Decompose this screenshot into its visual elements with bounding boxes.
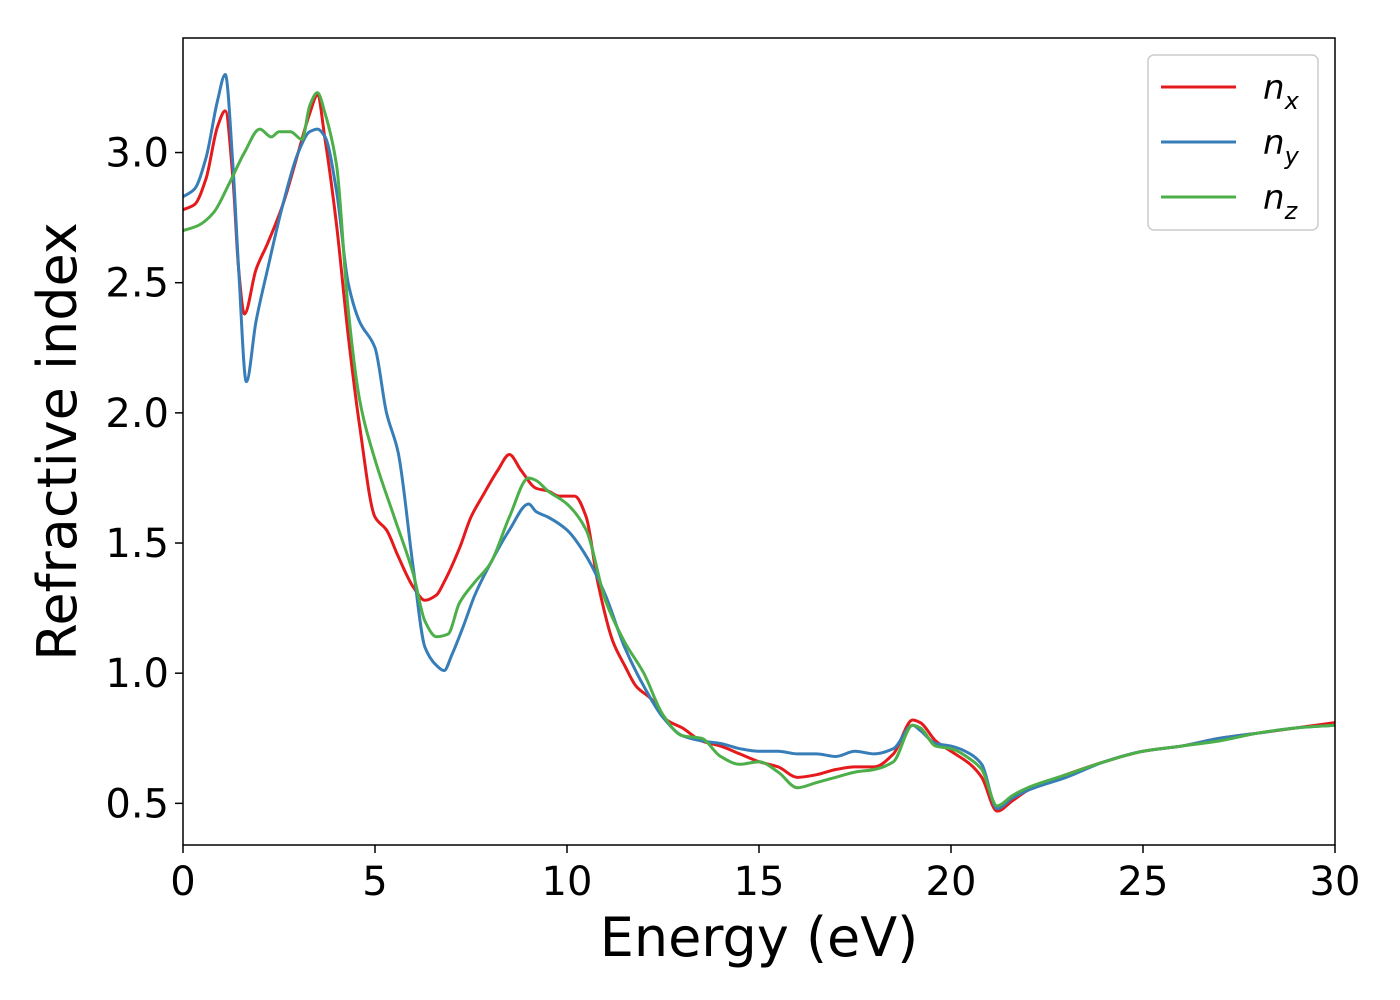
plot-area bbox=[183, 72, 1335, 813]
x-tick-label: 0 bbox=[170, 859, 195, 905]
x-tick-label: 10 bbox=[542, 859, 593, 905]
x-axis-label: Energy (eV) bbox=[600, 906, 919, 969]
x-axis-ticks: 0 5 10 15 20 25 30 bbox=[170, 845, 1360, 905]
y-tick-label: 0.5 bbox=[105, 781, 169, 827]
y-axis-label: Refractive index bbox=[26, 222, 89, 661]
x-tick-label: 15 bbox=[734, 859, 785, 905]
y-tick-label: 2.0 bbox=[105, 391, 169, 437]
y-tick-label: 1.0 bbox=[105, 651, 169, 697]
y-tick-label: 3.0 bbox=[105, 131, 169, 177]
x-tick-label: 25 bbox=[1118, 859, 1169, 905]
series-line-n-y bbox=[183, 72, 1335, 811]
legend-label-n-y: ny bbox=[1263, 123, 1300, 170]
x-tick-label: 5 bbox=[362, 859, 387, 905]
legend-label-n-x: nx bbox=[1263, 68, 1300, 115]
series-line-n-z bbox=[183, 91, 1335, 808]
y-tick-label: 2.5 bbox=[105, 261, 169, 307]
y-axis-ticks: 0.5 1.0 1.5 2.0 2.5 3.0 bbox=[105, 131, 183, 827]
x-tick-label: 20 bbox=[926, 859, 977, 905]
x-tick-label: 30 bbox=[1310, 859, 1361, 905]
y-tick-label: 1.5 bbox=[105, 521, 169, 567]
legend: nx ny nz bbox=[1147, 54, 1319, 231]
legend-label-n-z: nz bbox=[1263, 178, 1299, 225]
